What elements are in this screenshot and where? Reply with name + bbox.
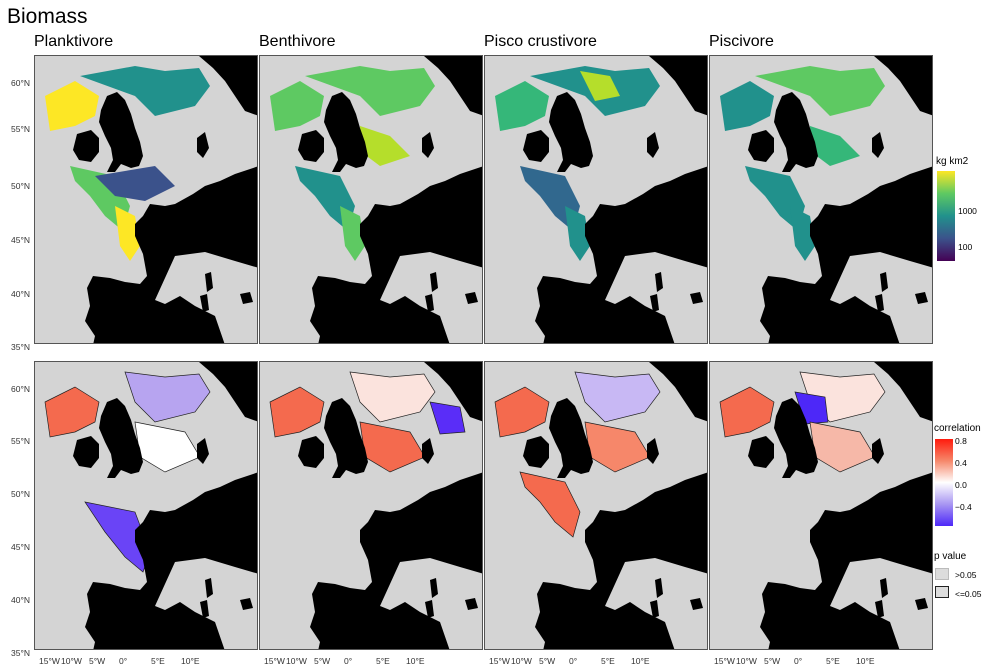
map-panel-benthivore-correlation [259, 361, 483, 650]
land-mass [298, 56, 482, 343]
lon-label: 0° [569, 656, 578, 666]
lon-label: 10°E [406, 656, 425, 666]
column-title-planktivore: Planktivore [34, 33, 114, 50]
correlation-tick-0.8: 0.8 [955, 436, 967, 446]
lon-label: 5°E [151, 656, 165, 666]
lon-label: 10°E [631, 656, 650, 666]
lon-label: 5°E [601, 656, 615, 666]
pvalue-key-significant [935, 586, 949, 598]
lon-label: 5°E [376, 656, 390, 666]
correlation-tick-neg0.4: −0.4 [955, 502, 972, 512]
lon-label: 10°W [736, 656, 757, 666]
lon-label: 15°W [264, 656, 285, 666]
lon-label: 10°W [511, 656, 532, 666]
lat-label: 55°N [11, 436, 30, 446]
lat-label: 60°N [11, 384, 30, 394]
map-panel-piscivore-correlation [709, 361, 933, 650]
map-panel-planktivore-correlation [34, 361, 258, 650]
land-mass [523, 56, 707, 343]
map-panel-pisco-crustivore-biomass [484, 55, 708, 344]
lon-label: 5°E [826, 656, 840, 666]
lat-label: 55°N [11, 124, 30, 134]
lon-label: 5°W [764, 656, 781, 666]
pvalue-label-not-significant: >0.05 [955, 570, 977, 580]
lon-label: 5°W [539, 656, 556, 666]
figure-title: Biomass [7, 5, 88, 28]
lon-label: 0° [119, 656, 128, 666]
biomass-tick-1000: 1000 [958, 206, 977, 216]
lat-label: 35°N [11, 342, 30, 352]
lon-label: 15°W [39, 656, 60, 666]
lon-label: 5°W [314, 656, 331, 666]
biomass-colorbar [937, 171, 955, 261]
lon-label: 0° [344, 656, 353, 666]
lon-label: 10°W [286, 656, 307, 666]
lat-label: 40°N [11, 595, 30, 605]
land-mass [73, 56, 257, 343]
lat-label: 45°N [11, 542, 30, 552]
lon-label: 5°W [89, 656, 106, 666]
lat-label: 50°N [11, 181, 30, 191]
lon-label: 10°W [61, 656, 82, 666]
land-mass [298, 362, 482, 649]
lat-label: 35°N [11, 648, 30, 658]
lat-label: 50°N [11, 489, 30, 499]
lat-label: 60°N [11, 78, 30, 88]
lon-label: 15°W [714, 656, 735, 666]
column-title-pisco-crustivore: Pisco crustivore [484, 33, 597, 50]
pvalue-legend-title: p value [934, 551, 967, 562]
lat-label: 45°N [11, 235, 30, 245]
map-panel-benthivore-biomass [259, 55, 483, 344]
lon-label: 15°W [489, 656, 510, 666]
pvalue-label-significant: <=0.05 [955, 589, 982, 599]
correlation-tick-0.4: 0.4 [955, 458, 967, 468]
correlation-tick-0.0: 0.0 [955, 480, 967, 490]
pvalue-key-not-significant [935, 568, 949, 580]
land-mass [748, 362, 932, 649]
map-panel-planktivore-biomass [34, 55, 258, 344]
correlation-legend-title: correlation [934, 423, 981, 434]
lon-label: 10°E [856, 656, 875, 666]
land-mass [748, 56, 932, 343]
lon-label: 0° [794, 656, 803, 666]
biomass-tick-100: 100 [958, 242, 973, 252]
map-panel-piscivore-biomass [709, 55, 933, 344]
correlation-colorbar [935, 439, 953, 526]
map-panel-pisco-crustivore-correlation [484, 361, 708, 650]
biomass-legend-title: kg km2 [936, 156, 969, 167]
land-mass [523, 362, 707, 649]
land-mass [73, 362, 257, 649]
lat-label: 40°N [11, 289, 30, 299]
column-title-piscivore: Piscivore [709, 33, 774, 50]
lon-label: 10°E [181, 656, 200, 666]
column-title-benthivore: Benthivore [259, 33, 336, 50]
